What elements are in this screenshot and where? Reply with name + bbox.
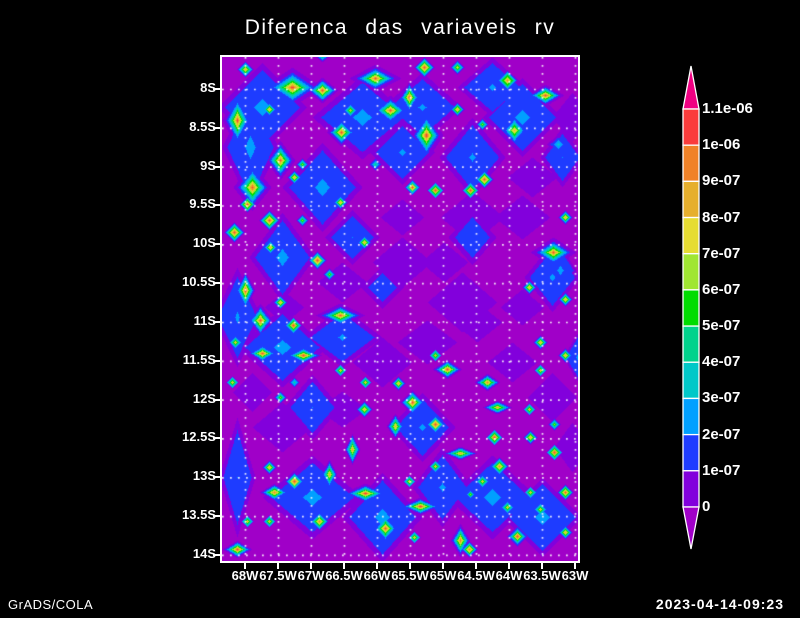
- colorbar-segment: [682, 361, 700, 400]
- colorbar-label: 1.1e-06: [702, 100, 753, 117]
- y-tick-label: 12S: [192, 390, 216, 406]
- x-tick-mark: [244, 563, 246, 569]
- y-tick-label: 9S: [200, 157, 216, 173]
- y-tick-label: 10S: [192, 235, 216, 251]
- plot-frame: [220, 55, 580, 563]
- x-tick-mark: [343, 563, 345, 569]
- contour-canvas: [222, 57, 578, 561]
- colorbar-segment: [682, 289, 700, 327]
- y-tick-mark: [213, 553, 220, 556]
- x-tick-label: 63W: [561, 568, 589, 583]
- colorbar-segment: [682, 433, 700, 472]
- colorbar-label: 4e-07: [702, 353, 741, 371]
- colorbar-segment: [682, 253, 700, 291]
- colorbar-label: 7e-07: [702, 244, 741, 262]
- colorbar-segment: [682, 144, 700, 183]
- y-tick-mark: [213, 165, 220, 168]
- y-tick-mark: [213, 515, 220, 518]
- colorbar-label: 9e-07: [702, 172, 741, 190]
- x-tick-mark: [475, 563, 477, 569]
- y-tick-label: 13.5S: [182, 507, 216, 523]
- x-tick-mark: [277, 563, 279, 569]
- x-tick-label: 66.5W: [325, 568, 363, 583]
- y-tick-mark: [213, 204, 220, 207]
- colorbar-segment: [682, 216, 700, 255]
- x-tick-mark: [310, 563, 312, 569]
- x-tick-label: 65W: [429, 568, 457, 583]
- y-tick-label: 11S: [193, 312, 216, 328]
- y-tick-mark: [213, 398, 220, 401]
- y-tick-mark: [213, 243, 220, 246]
- x-tick-mark: [442, 563, 444, 569]
- y-tick-label: 8S: [200, 80, 216, 95]
- colorbar-label: 2e-07: [702, 425, 741, 443]
- y-tick-mark: [213, 476, 220, 479]
- y-tick-mark: [213, 320, 220, 323]
- colorbar-label: 1e-07: [702, 461, 741, 479]
- y-tick-mark: [213, 282, 220, 285]
- x-tick-mark: [574, 563, 576, 569]
- y-tick-label: 12.5S: [182, 429, 216, 445]
- timestamp: 2023-04-14-09:23: [655, 596, 784, 612]
- grads-credit: GrADS/COLA: [8, 597, 94, 612]
- x-tick-label: 68W: [231, 568, 259, 583]
- colorbar-label: 0: [702, 497, 711, 515]
- y-tick-mark: [213, 88, 220, 90]
- colorbar-label: 6e-07: [702, 280, 741, 298]
- colorbar-segment: [682, 65, 700, 110]
- x-tick-label: 64W: [495, 568, 523, 583]
- colorbar: [682, 65, 700, 550]
- y-tick-label: 14S: [192, 545, 216, 561]
- x-tick-label: 67W: [297, 568, 325, 583]
- x-tick-mark: [376, 563, 378, 569]
- colorbar-segment: [682, 506, 700, 550]
- colorbar-label: 8e-07: [702, 208, 741, 226]
- colorbar-segment: [682, 108, 700, 146]
- y-tick-mark: [213, 359, 220, 362]
- x-tick-label: 65.5W: [391, 568, 429, 583]
- colorbar-segment: [682, 397, 700, 436]
- colorbar-label: 5e-07: [702, 317, 741, 335]
- y-tick-label: 10.5S: [182, 274, 216, 290]
- y-tick-label: 8.5S: [189, 118, 216, 134]
- y-tick-mark: [213, 437, 220, 440]
- y-tick-label: 9.5S: [189, 196, 216, 212]
- y-tick-label: 13S: [192, 468, 216, 484]
- x-tick-mark: [508, 563, 510, 569]
- chart-title: Diferenca das variaveis rv: [244, 16, 556, 39]
- x-tick-label: 66W: [363, 568, 391, 583]
- colorbar-segment: [682, 470, 700, 508]
- colorbar-label: 3e-07: [702, 389, 741, 407]
- y-tick-mark: [213, 126, 220, 129]
- x-tick-mark: [409, 563, 411, 569]
- x-tick-mark: [541, 563, 543, 569]
- x-tick-label: 67.5W: [259, 568, 297, 583]
- colorbar-label: 1e-06: [702, 136, 741, 154]
- colorbar-segment: [682, 325, 700, 363]
- y-tick-label: 11.5S: [182, 351, 216, 367]
- x-tick-label: 64.5W: [457, 568, 495, 583]
- x-tick-label: 63.5W: [523, 568, 561, 583]
- colorbar-segment: [682, 180, 700, 219]
